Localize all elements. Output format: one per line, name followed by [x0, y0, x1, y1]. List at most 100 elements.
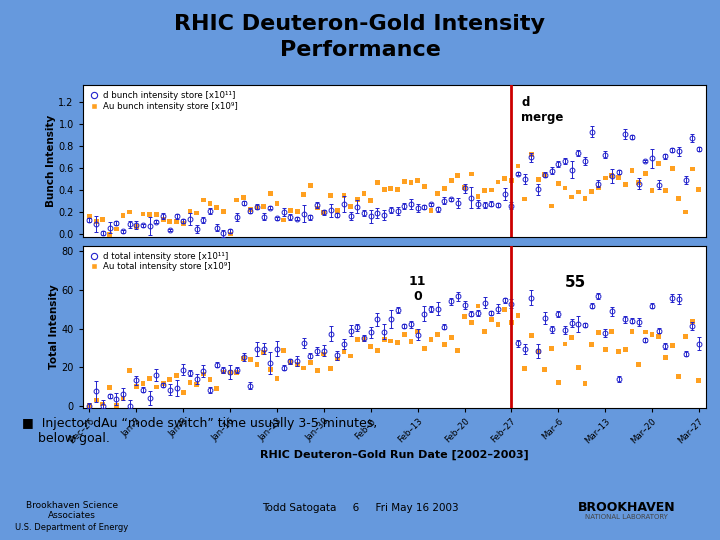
- Point: [178, 220, 189, 228]
- Point: [418, 182, 430, 191]
- Point: [372, 346, 383, 355]
- Point: [505, 176, 517, 185]
- Point: [150, 383, 162, 391]
- Text: RHIC Deuteron-Gold Intensity: RHIC Deuteron-Gold Intensity: [174, 14, 546, 33]
- Point: [325, 191, 336, 200]
- Point: [432, 330, 444, 339]
- Point: [412, 328, 423, 336]
- Point: [97, 400, 109, 408]
- Point: [325, 364, 336, 373]
- Point: [559, 340, 571, 348]
- Point: [338, 191, 350, 200]
- Point: [666, 341, 678, 349]
- Point: [513, 311, 524, 320]
- Point: [117, 211, 129, 220]
- Point: [292, 207, 303, 215]
- Point: [459, 312, 470, 321]
- Text: 55: 55: [565, 275, 586, 289]
- Point: [184, 378, 196, 387]
- Point: [379, 185, 390, 193]
- Point: [432, 189, 444, 198]
- Point: [238, 355, 249, 363]
- Point: [606, 327, 618, 336]
- Point: [238, 193, 249, 202]
- Point: [138, 379, 149, 387]
- Point: [111, 401, 122, 410]
- Point: [586, 340, 598, 349]
- Point: [351, 335, 363, 344]
- Point: [532, 347, 544, 355]
- Point: [680, 207, 691, 216]
- Point: [191, 208, 202, 217]
- Point: [117, 394, 129, 402]
- Point: [426, 335, 437, 343]
- Point: [225, 368, 236, 377]
- Point: [405, 178, 417, 186]
- Point: [97, 215, 109, 224]
- Point: [278, 215, 289, 224]
- Point: [245, 205, 256, 214]
- Point: [485, 186, 497, 194]
- Point: [111, 225, 122, 233]
- Point: [225, 230, 236, 238]
- Point: [258, 202, 269, 211]
- Point: [438, 340, 450, 348]
- Point: [104, 383, 115, 391]
- Point: [124, 366, 135, 375]
- Point: [144, 374, 156, 383]
- Point: [398, 330, 410, 339]
- Point: [197, 195, 209, 204]
- Point: [572, 363, 584, 372]
- Point: [479, 327, 490, 335]
- Point: [231, 368, 243, 376]
- Point: [298, 364, 310, 373]
- Point: [245, 355, 256, 364]
- Point: [613, 173, 624, 182]
- Point: [619, 180, 631, 188]
- Point: [446, 333, 457, 342]
- Point: [312, 366, 323, 375]
- Point: [91, 396, 102, 404]
- Point: [84, 212, 95, 221]
- Point: [586, 187, 598, 196]
- Point: [264, 189, 276, 198]
- Text: Performance: Performance: [279, 40, 441, 60]
- Point: [452, 346, 464, 355]
- Point: [278, 346, 289, 355]
- Point: [479, 186, 490, 195]
- Point: [492, 320, 504, 329]
- Point: [130, 382, 142, 391]
- Point: [613, 347, 624, 356]
- Point: [660, 353, 671, 362]
- Y-axis label: Total Intensity: Total Intensity: [49, 285, 58, 369]
- Point: [385, 185, 397, 193]
- Point: [312, 204, 323, 212]
- Point: [231, 195, 243, 204]
- Point: [398, 177, 410, 186]
- Point: [292, 360, 303, 368]
- X-axis label: RHIC Deuteron–Gold Run Date [2002–2003]: RHIC Deuteron–Gold Run Date [2002–2003]: [260, 450, 528, 460]
- Point: [539, 171, 551, 179]
- Text: d
merge: d merge: [521, 96, 564, 124]
- Point: [84, 401, 95, 410]
- Y-axis label: Bunch Intensity: Bunch Intensity: [45, 115, 55, 207]
- Point: [626, 166, 638, 175]
- Point: [217, 207, 229, 215]
- Point: [438, 184, 450, 192]
- Point: [211, 384, 222, 393]
- Point: [465, 318, 477, 327]
- Point: [633, 178, 644, 187]
- Point: [505, 319, 517, 327]
- Point: [204, 199, 216, 207]
- Point: [580, 379, 591, 388]
- Point: [666, 164, 678, 172]
- Point: [138, 210, 149, 218]
- Point: [331, 355, 343, 363]
- Point: [639, 170, 651, 178]
- Point: [532, 175, 544, 184]
- Point: [178, 388, 189, 396]
- Point: [559, 184, 571, 192]
- Point: [385, 336, 397, 345]
- Point: [345, 352, 356, 360]
- Point: [572, 188, 584, 197]
